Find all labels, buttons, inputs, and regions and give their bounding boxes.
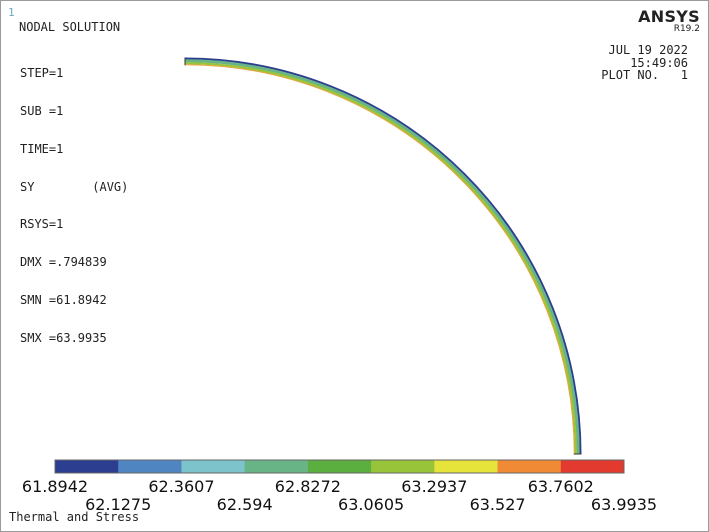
solution-info: STEP=1 SUB =1 TIME=1 SY (AVG) RSYS=1 DMX… [20, 42, 128, 369]
legend-label: 62.8272 [275, 477, 341, 496]
legend-label: 62.3607 [148, 477, 214, 496]
legend-swatch [181, 460, 246, 473]
legend-border [54, 459, 625, 474]
model-arc [184, 57, 582, 455]
ring-outer-edge [184, 57, 582, 455]
plot-number: PLOT NO. 1 [601, 68, 688, 83]
ring-inner-band [184, 62, 577, 455]
legend-label: 62.594 [217, 495, 273, 514]
legend-label: 63.2937 [401, 477, 467, 496]
info-line: RSYS=1 [20, 217, 64, 232]
legend-swatch [560, 460, 625, 473]
legend-label: 62.1275 [85, 495, 151, 514]
ansys-logo: ANSYS R19.2 [638, 7, 700, 34]
legend-swatch [434, 460, 499, 473]
footer-title: Thermal and Stress [9, 510, 140, 524]
legend-swatch [497, 460, 562, 473]
legend-label: 63.7602 [528, 477, 594, 496]
info-line: DMX =.794839 [20, 255, 107, 270]
info-line: SY (AVG) [20, 179, 129, 194]
info-line: STEP=1 [20, 66, 64, 81]
info-line: SMN =61.8942 [20, 292, 107, 307]
legend-swatch [371, 460, 435, 473]
logo-name: ANSYS [638, 7, 700, 26]
legend-swatch [118, 460, 182, 473]
info-line: SUB =1 [20, 103, 64, 118]
plot-date: JUL 19 2022 [608, 43, 688, 57]
date-block: JUL 19 2022 15:49:06 PLOT NO. 1 [601, 44, 688, 82]
legend-label: 63.0605 [338, 495, 404, 514]
ring-inner-edge [184, 64, 575, 455]
window-number: 1 [8, 6, 15, 19]
info-line: SMX =63.9935 [20, 330, 107, 345]
legend-label: 61.8942 [22, 477, 88, 496]
legend-swatch [307, 460, 372, 473]
legend-label: 63.9935 [591, 495, 657, 514]
legend-swatch [244, 460, 309, 473]
legend-swatch [55, 460, 119, 473]
ring-mid-band [184, 59, 580, 455]
contour-legend: 61.894262.127562.360762.59462.827263.060… [22, 459, 657, 514]
plot-title: NODAL SOLUTION [19, 20, 121, 34]
info-line: TIME=1 [20, 141, 64, 156]
legend-label: 63.527 [470, 495, 526, 514]
plot-time: 15:49:06 [630, 55, 688, 70]
logo-version: R19.2 [673, 24, 700, 34]
